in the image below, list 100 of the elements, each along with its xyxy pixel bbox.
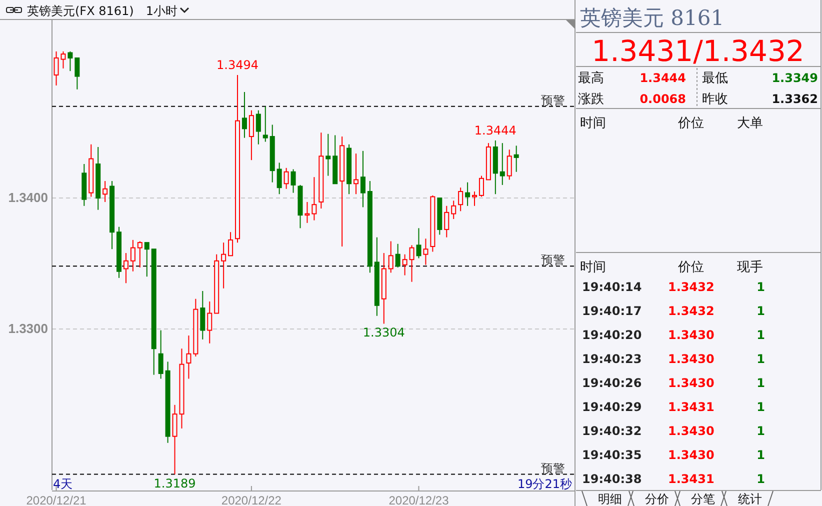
text: 大单 bbox=[737, 116, 763, 131]
x-tick-label: 2020/12/22 bbox=[221, 494, 282, 506]
data-label: 1.3432 bbox=[668, 304, 714, 318]
annotation: 4天 bbox=[53, 477, 73, 491]
text: 统计 bbox=[738, 492, 762, 506]
data-label: 1 bbox=[756, 472, 765, 486]
annotation: 19分21秒 bbox=[517, 477, 572, 491]
y-tick-label: 19:40:14 bbox=[582, 280, 642, 294]
x-tick-label: 2020/12/23 bbox=[388, 494, 450, 506]
candlestick bbox=[290, 168, 296, 194]
candlestick bbox=[74, 57, 80, 90]
candlestick bbox=[388, 240, 394, 274]
text: 昨收 bbox=[702, 92, 728, 107]
y-tick-label: 1.3300 bbox=[8, 321, 48, 336]
candlestick bbox=[242, 92, 247, 138]
data-label: 1.3430 bbox=[668, 328, 714, 342]
candlestick bbox=[478, 175, 484, 198]
candlestick bbox=[144, 242, 150, 278]
candlestick bbox=[207, 300, 212, 344]
data-label: 1 bbox=[756, 400, 765, 414]
data-label: 1.3431 bbox=[668, 400, 714, 414]
candlestick bbox=[68, 50, 73, 72]
y-tick-label: 19:40:23 bbox=[582, 352, 642, 366]
data-label: 1 bbox=[756, 424, 765, 438]
text: 1.3431/1.3432 bbox=[592, 34, 804, 68]
text: 最低 bbox=[702, 71, 728, 86]
candlestick bbox=[102, 180, 108, 202]
x-tick-label: 2020/12/21 bbox=[26, 494, 87, 506]
chart-title: 英镑美元(FX 8161) bbox=[27, 4, 134, 18]
y-tick-label: 19:40:20 bbox=[582, 328, 642, 342]
candlestick bbox=[186, 335, 192, 380]
text: 1.3349 bbox=[772, 71, 818, 85]
candlestick bbox=[458, 187, 464, 212]
candlestick bbox=[228, 232, 234, 256]
text: 分价 bbox=[645, 492, 669, 506]
candlestick bbox=[416, 228, 422, 259]
candlestick bbox=[284, 167, 289, 190]
text: 分笔 bbox=[691, 492, 715, 506]
candlestick bbox=[262, 106, 268, 142]
candlestick bbox=[137, 240, 142, 268]
annotation: 1.3304 bbox=[362, 326, 405, 340]
candlestick bbox=[500, 142, 505, 186]
y-tick-label: 1.3400 bbox=[8, 190, 48, 206]
annotation: 1.3494 bbox=[216, 58, 259, 72]
candlestick bbox=[221, 242, 226, 289]
candlestick bbox=[360, 150, 366, 208]
x-tick-label: 现手 bbox=[737, 260, 763, 275]
text: 1.3444 bbox=[640, 71, 686, 85]
candlestick bbox=[256, 110, 261, 145]
text: 时间 bbox=[580, 116, 606, 131]
candlestick bbox=[248, 110, 254, 161]
candlestick bbox=[304, 201, 310, 224]
text: 明细 bbox=[598, 492, 622, 506]
data-label: 1.3430 bbox=[668, 352, 714, 366]
text: 英镑美元 8161 bbox=[580, 6, 724, 30]
candlestick bbox=[451, 200, 456, 220]
ref-line-label: 预警 bbox=[541, 253, 565, 268]
data-label: 1.3432 bbox=[668, 280, 714, 294]
candlestick bbox=[514, 145, 519, 172]
data-label: 1 bbox=[756, 376, 765, 390]
chart-subtitle: 1小时 bbox=[146, 4, 178, 18]
candlestick bbox=[123, 252, 128, 284]
y-tick-label: 19:40:35 bbox=[582, 448, 642, 462]
data-label: 1.3430 bbox=[668, 376, 714, 390]
text: 涨跌 bbox=[578, 92, 604, 107]
data-label: 1.3430 bbox=[668, 448, 714, 462]
candlestick bbox=[130, 239, 136, 272]
y-tick-label: 19:40:26 bbox=[582, 376, 642, 390]
y-tick-label: 19:40:38 bbox=[582, 472, 642, 486]
y-tick-label: 19:40:17 bbox=[582, 304, 642, 318]
data-label: 1 bbox=[756, 328, 765, 342]
data-label: 1.3431 bbox=[668, 472, 714, 486]
data-label: 1 bbox=[756, 352, 765, 366]
y-tick-label: 19:40:29 bbox=[582, 400, 642, 414]
y-tick-label: 19:40:32 bbox=[582, 424, 642, 438]
data-label: 1 bbox=[756, 448, 765, 462]
candlestick bbox=[276, 162, 282, 195]
text: 1.3362 bbox=[772, 92, 818, 106]
candlestick bbox=[472, 191, 478, 206]
data-label: 1 bbox=[756, 280, 765, 294]
text: 0.0068 bbox=[640, 92, 686, 106]
candlestick bbox=[423, 238, 428, 266]
annotation: 1.3444 bbox=[474, 123, 516, 138]
candlestick bbox=[506, 149, 512, 180]
y-axis-title: 时间 bbox=[580, 260, 606, 275]
text: 最高 bbox=[578, 70, 604, 86]
candlestick bbox=[326, 133, 331, 176]
ref-line-label: 预警 bbox=[541, 93, 565, 108]
candlestick bbox=[158, 330, 164, 380]
candlestick bbox=[465, 182, 470, 206]
candlestick bbox=[402, 254, 408, 276]
ref-line-label: 预警 bbox=[541, 461, 565, 476]
candlestick bbox=[312, 176, 317, 221]
data-label: 1 bbox=[756, 304, 765, 318]
data-label: 1.3430 bbox=[668, 424, 714, 438]
candlestick bbox=[200, 290, 206, 340]
text: 价位 bbox=[677, 116, 704, 131]
candlestick bbox=[409, 244, 414, 282]
candlestick bbox=[354, 153, 359, 195]
annotation: 1.3189 bbox=[154, 476, 196, 490]
